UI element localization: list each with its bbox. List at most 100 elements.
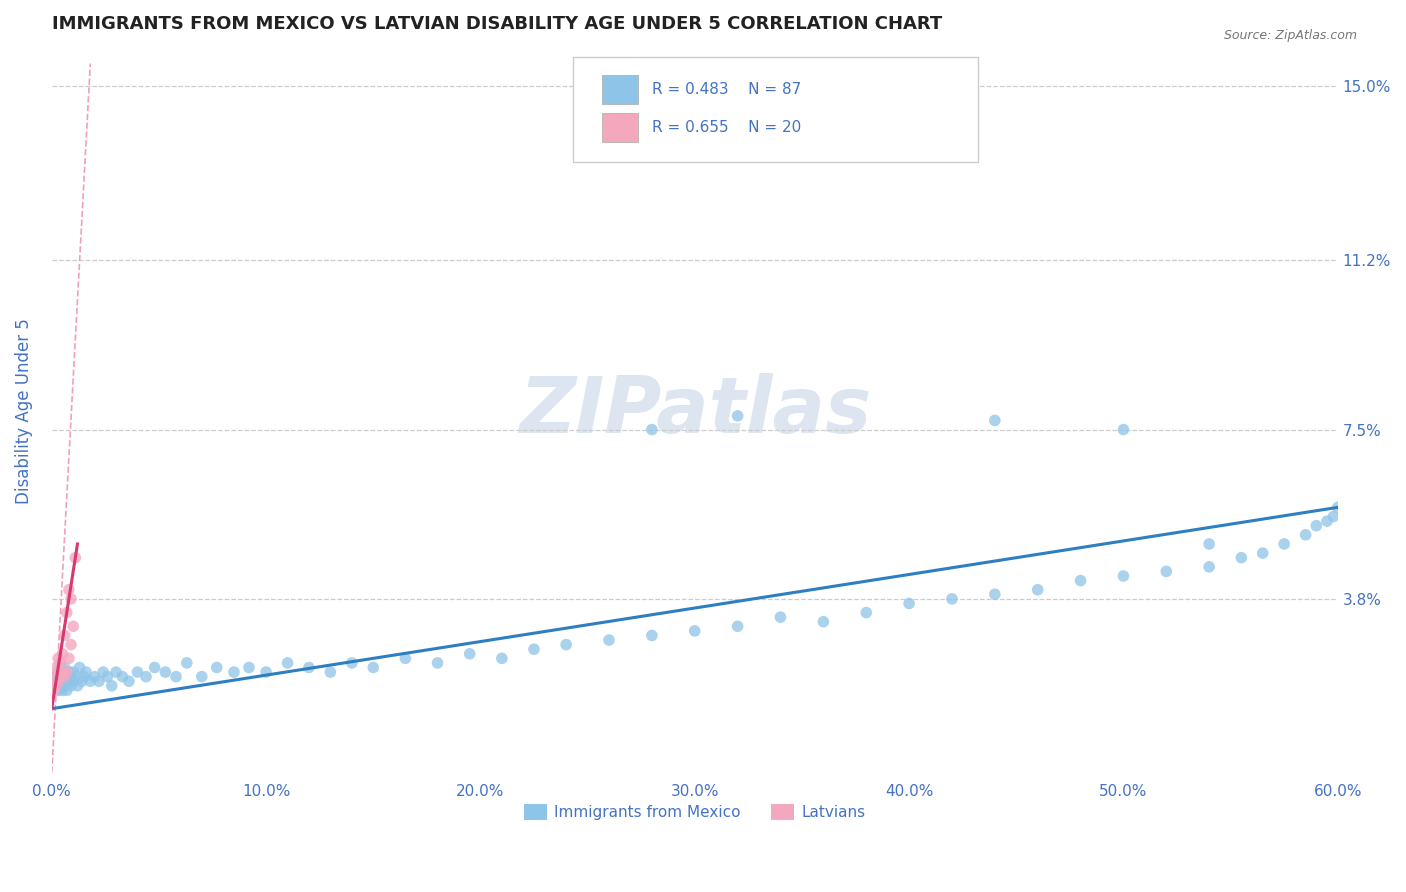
Point: [62, 674, 84, 689]
Point: [66, 679, 89, 693]
Point: [53, 679, 76, 693]
Point: [523, 642, 546, 657]
Point: [683, 624, 706, 638]
Point: [319, 665, 342, 679]
Point: [49, 670, 72, 684]
Point: [361, 660, 384, 674]
Point: [42, 683, 65, 698]
Point: [58, 674, 80, 689]
Point: [984, 413, 1007, 427]
Point: [165, 670, 187, 684]
Point: [555, 638, 578, 652]
Point: [1156, 565, 1178, 579]
Point: [118, 674, 141, 689]
Point: [135, 670, 157, 684]
Point: [1198, 537, 1220, 551]
Point: [1305, 518, 1327, 533]
Point: [83, 670, 105, 684]
Text: R = 0.483    N = 87: R = 0.483 N = 87: [652, 82, 801, 97]
Point: [58, 665, 80, 679]
Point: [458, 647, 481, 661]
Point: [727, 619, 749, 633]
Point: [205, 660, 228, 674]
Point: [45, 660, 67, 674]
Point: [641, 423, 664, 437]
Point: [55, 683, 77, 698]
Point: [105, 665, 128, 679]
Point: [1295, 528, 1317, 542]
Point: [491, 651, 513, 665]
Point: [1112, 569, 1135, 583]
Point: [727, 409, 749, 423]
Point: [60, 591, 83, 606]
Point: [176, 656, 198, 670]
Point: [58, 651, 80, 665]
Point: [1230, 550, 1253, 565]
Point: [238, 660, 260, 674]
Point: [51, 674, 73, 689]
Point: [51, 665, 73, 679]
FancyBboxPatch shape: [572, 57, 977, 161]
Legend: Immigrants from Mexico, Latvians: Immigrants from Mexico, Latvians: [517, 798, 872, 827]
Point: [855, 606, 877, 620]
Y-axis label: Disability Age Under 5: Disability Age Under 5: [15, 318, 32, 504]
Point: [62, 665, 84, 679]
Point: [46, 665, 69, 679]
Point: [1026, 582, 1049, 597]
Point: [1070, 574, 1092, 588]
Point: [53, 670, 76, 684]
Point: [51, 683, 73, 698]
Point: [51, 647, 73, 661]
Point: [1316, 514, 1339, 528]
Point: [60, 670, 83, 684]
Point: [96, 670, 118, 684]
Point: [53, 660, 76, 674]
Point: [60, 679, 83, 693]
Point: [276, 656, 298, 670]
Point: [340, 656, 363, 670]
Point: [1251, 546, 1274, 560]
Point: [941, 591, 963, 606]
Point: [143, 660, 166, 674]
Point: [87, 674, 110, 689]
Point: [769, 610, 792, 624]
Point: [73, 670, 96, 684]
Point: [1198, 559, 1220, 574]
Text: Source: ZipAtlas.com: Source: ZipAtlas.com: [1223, 29, 1357, 42]
Point: [1112, 423, 1135, 437]
Point: [254, 665, 277, 679]
Point: [55, 606, 77, 620]
Point: [298, 660, 321, 674]
FancyBboxPatch shape: [602, 112, 638, 142]
Text: R = 0.655    N = 20: R = 0.655 N = 20: [652, 120, 801, 135]
Text: IMMIGRANTS FROM MEXICO VS LATVIAN DISABILITY AGE UNDER 5 CORRELATION CHART: IMMIGRANTS FROM MEXICO VS LATVIAN DISABI…: [52, 15, 942, 33]
Point: [60, 638, 83, 652]
Point: [426, 656, 449, 670]
Point: [58, 582, 80, 597]
Point: [91, 665, 114, 679]
Point: [222, 665, 245, 679]
Point: [51, 665, 73, 679]
Point: [42, 670, 65, 684]
Point: [79, 674, 101, 689]
Point: [1272, 537, 1295, 551]
Point: [49, 656, 72, 670]
FancyBboxPatch shape: [602, 75, 638, 104]
Point: [641, 628, 664, 642]
Point: [75, 665, 97, 679]
Text: ZIPatlas: ZIPatlas: [519, 373, 870, 450]
Point: [598, 633, 620, 648]
Point: [45, 674, 67, 689]
Point: [984, 587, 1007, 601]
Point: [49, 660, 72, 674]
Point: [42, 679, 65, 693]
Point: [65, 670, 87, 684]
Point: [127, 665, 149, 679]
Point: [111, 670, 134, 684]
Point: [394, 651, 416, 665]
Point: [49, 670, 72, 684]
Point: [53, 670, 76, 684]
Point: [45, 670, 67, 684]
Point: [813, 615, 835, 629]
Point: [46, 683, 69, 698]
